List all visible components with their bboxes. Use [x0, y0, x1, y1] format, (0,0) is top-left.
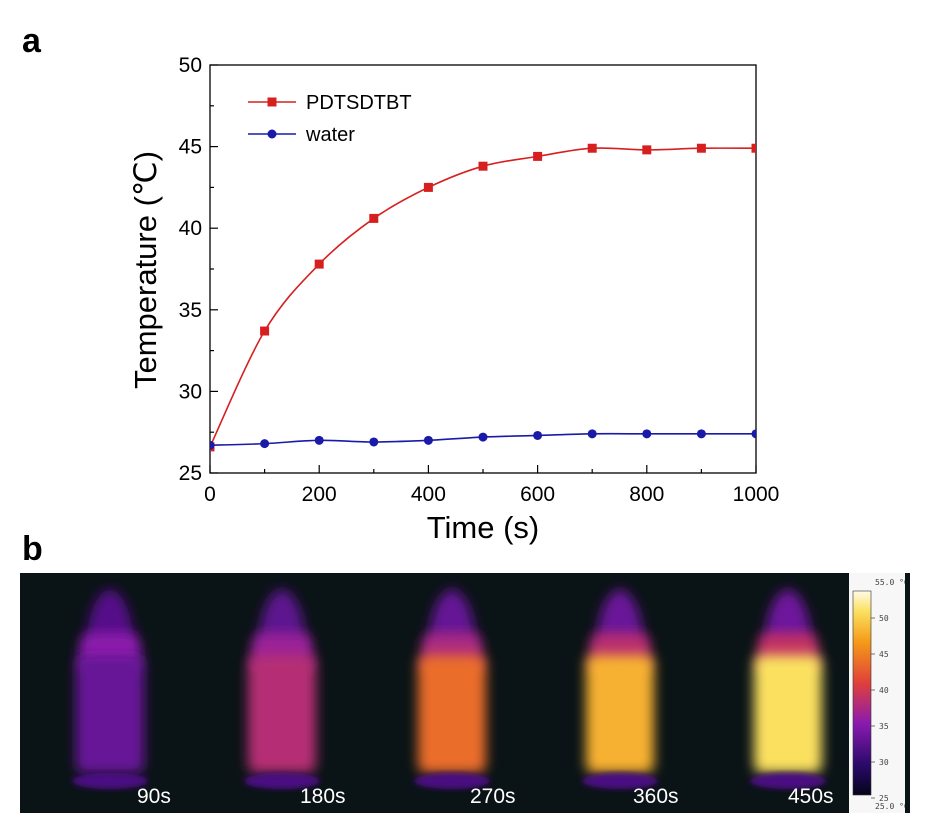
legend-label-pdtsdtbt: PDTSDTBT	[306, 92, 412, 114]
vial-body	[754, 655, 822, 773]
time-label-90s: 90s	[137, 785, 171, 808]
series-line-pdtsdtbt	[210, 147, 756, 448]
legend: PDTSDTBT water	[248, 92, 412, 146]
y-axis: 25 30 35 40 45 50	[179, 54, 218, 485]
colorbar-tick-label: 45	[879, 650, 889, 659]
time-label-360s: 360s	[633, 785, 679, 808]
series-layer	[210, 143, 756, 452]
data-point-water	[696, 429, 706, 439]
vial-base	[750, 773, 826, 789]
vial-450s	[750, 589, 826, 789]
vial-body	[248, 655, 316, 773]
data-point-pdtsdtbt	[751, 143, 756, 153]
data-point-water	[533, 430, 543, 440]
time-label-450s: 450s	[788, 785, 834, 808]
data-point-pdtsdtbt	[314, 259, 324, 269]
vial-90s	[72, 589, 148, 789]
data-point-water	[478, 432, 488, 442]
x-tick-label: 600	[520, 483, 555, 506]
data-point-water	[423, 435, 433, 445]
y-tick-label: 35	[179, 299, 202, 322]
legend-label-water: water	[305, 124, 355, 146]
vial-body	[418, 655, 486, 773]
vial-base	[414, 773, 490, 789]
legend-marker-water	[267, 129, 277, 139]
data-point-water	[369, 437, 379, 447]
data-point-pdtsdtbt	[478, 161, 488, 171]
data-point-pdtsdtbt	[369, 213, 379, 223]
x-tick-label: 400	[411, 483, 446, 506]
y-tick-label: 25	[179, 462, 202, 485]
x-tick-label: 200	[302, 483, 337, 506]
vial-body	[586, 655, 654, 773]
colorbar-tick-label: 40	[879, 686, 889, 695]
colorbar-graphic: 55.0 °C 25.0 °C 50 45 40 35 30 25	[852, 578, 909, 811]
colorbar-min-label: 25.0 °C	[875, 802, 905, 811]
legend-marker-pdtsdtbt	[267, 97, 277, 107]
vial-body	[76, 655, 144, 773]
colorbar-tick-label: 50	[879, 614, 889, 623]
y-tick-label: 50	[179, 54, 202, 77]
y-tick-label: 30	[179, 380, 202, 403]
data-point-pdtsdtbt	[423, 182, 433, 192]
data-point-water	[314, 435, 324, 445]
colorbar-tick-label: 35	[879, 722, 889, 731]
thermal-image	[72, 589, 826, 789]
data-point-pdtsdtbt	[642, 145, 652, 155]
data-point-pdtsdtbt	[587, 143, 597, 153]
x-tick-label: 0	[204, 483, 216, 506]
data-point-water	[210, 440, 215, 450]
time-label-270s: 270s	[470, 785, 516, 808]
vial-270s	[414, 589, 490, 789]
vial-180s	[244, 589, 320, 789]
colorbar-tick-label: 25	[879, 794, 889, 803]
x-tick-label: 800	[629, 483, 664, 506]
data-point-water	[587, 429, 597, 439]
data-point-pdtsdtbt	[696, 143, 706, 153]
data-point-water	[260, 439, 270, 449]
x-axis: 0 200 400 600 800 1000	[204, 465, 779, 506]
vial-base	[582, 773, 658, 789]
time-label-180s: 180s	[300, 785, 346, 808]
colorbar-tick-label: 30	[879, 758, 889, 767]
panel-label-b: b	[22, 530, 43, 568]
y-tick-label: 40	[179, 217, 202, 240]
colorbar-gradient	[852, 590, 872, 796]
thermal-image-panel	[20, 573, 910, 813]
plot-frame	[209, 64, 757, 474]
y-axis-label: Temperature (℃)	[128, 151, 163, 389]
vial-base	[72, 773, 148, 789]
data-point-pdtsdtbt	[260, 326, 270, 336]
colorbar: 55.0 °C 25.0 °C 50 45 40 35 30 25	[849, 573, 909, 813]
data-point-water	[751, 429, 756, 439]
data-point-pdtsdtbt	[533, 151, 543, 161]
y-tick-label: 45	[179, 136, 202, 159]
x-tick-label: 1000	[733, 483, 780, 506]
vial-base	[244, 773, 320, 789]
colorbar-max-label: 55.0 °C	[875, 578, 905, 587]
vial-360s	[582, 589, 658, 789]
panel-label-a: a	[22, 22, 41, 60]
x-axis-label: Time (s)	[427, 510, 540, 545]
data-point-water	[642, 429, 652, 439]
